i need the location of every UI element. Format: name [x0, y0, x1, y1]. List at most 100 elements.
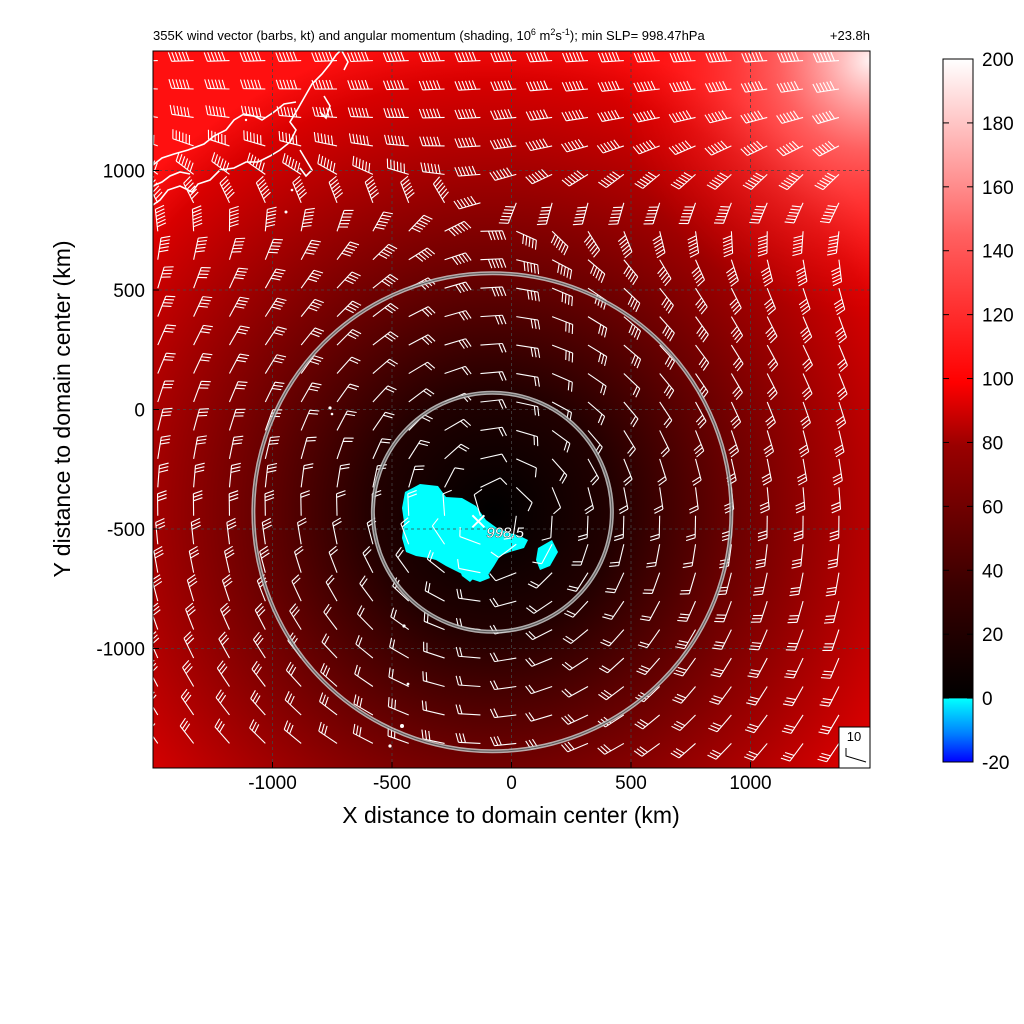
wind-barb — [670, 743, 696, 759]
wind-barb — [489, 680, 517, 691]
colorbar-tick-label: 80 — [982, 433, 1003, 454]
wind-barb — [422, 671, 445, 688]
wind-barb — [792, 231, 804, 257]
wind-barb — [760, 259, 774, 287]
colorbar-tick-label: 180 — [982, 114, 1014, 135]
wind-barb — [781, 714, 804, 734]
plot-area: 998.5 — [153, 51, 870, 768]
wind-barb — [730, 344, 744, 372]
wind-barb — [623, 344, 642, 369]
wind-barb — [489, 736, 517, 747]
wind-barb — [671, 714, 696, 732]
wind-barb — [300, 382, 322, 403]
wind-barb — [457, 558, 481, 574]
barb-reference-glyph — [845, 748, 867, 763]
wind-barb — [153, 602, 161, 630]
wind-barb — [480, 314, 507, 325]
wind-barb — [652, 231, 666, 259]
wind-barb — [300, 436, 317, 460]
wind-barb — [566, 572, 589, 592]
wind-barb — [297, 517, 307, 545]
wind-barb — [226, 517, 237, 545]
range-ring-core — [252, 272, 732, 752]
wind-barb — [677, 600, 697, 622]
y-axis-label: Y distance to domain center (km) — [49, 240, 75, 577]
wind-barb — [292, 175, 307, 204]
wind-barb — [746, 686, 768, 706]
wind-barb — [352, 155, 374, 175]
wind-barb — [254, 602, 266, 630]
wind-barb — [300, 239, 321, 260]
wind-barb — [643, 202, 661, 225]
wind-barb — [829, 515, 840, 542]
wind-barb — [444, 418, 472, 431]
wind-barb — [551, 429, 571, 453]
wind-barb — [600, 629, 625, 647]
wind-barb — [455, 646, 481, 659]
wind-barb — [608, 202, 625, 225]
wind-barb — [791, 544, 804, 569]
wind-barb — [193, 408, 209, 431]
wind-barb — [444, 338, 472, 349]
wind-barb — [780, 743, 804, 762]
wind-barb — [264, 326, 287, 346]
wind-barb — [188, 545, 200, 573]
wind-barb — [801, 373, 813, 401]
wind-barb — [311, 79, 338, 90]
wind-barb — [516, 344, 541, 358]
wind-barb — [728, 430, 740, 458]
wind-barb — [408, 465, 425, 488]
x-tick-label: 1000 — [729, 773, 771, 794]
wind-barb — [444, 365, 472, 376]
wind-barb — [623, 401, 639, 428]
y-tick-label: -500 — [107, 520, 145, 541]
wind-barb — [312, 106, 338, 119]
wind-barb — [551, 487, 562, 515]
wind-barb — [444, 252, 472, 266]
wind-barb — [561, 741, 589, 753]
wind-barb — [480, 453, 508, 463]
wind-barb — [264, 436, 280, 460]
wind-barb — [561, 714, 589, 725]
wind-barb — [157, 324, 177, 346]
wind-barb — [426, 549, 445, 574]
wind-barb — [183, 631, 195, 659]
wind-barb — [831, 487, 842, 514]
wind-barb — [750, 600, 768, 623]
wind-barb — [489, 167, 517, 181]
wind-barb — [454, 165, 481, 177]
wind-barb — [249, 719, 266, 744]
wind-barb — [633, 80, 660, 93]
wind-barb — [336, 356, 361, 374]
wind-barb — [347, 51, 373, 63]
wind-barb — [642, 572, 661, 594]
colorbar-tick-label: 20 — [982, 625, 1003, 646]
y-tick-label: 0 — [134, 401, 145, 422]
wind-barb — [480, 286, 507, 297]
wind-barb — [541, 515, 553, 541]
x-axis-label: X distance to domain center (km) — [342, 802, 679, 828]
wind-barb — [421, 729, 445, 744]
wind-barb — [489, 137, 517, 150]
wind-barb — [153, 720, 159, 744]
wind-barb — [561, 686, 589, 698]
wind-barb — [205, 105, 230, 119]
wind-barb — [444, 281, 472, 294]
wind-barb — [835, 401, 847, 429]
wind-barb — [695, 401, 707, 429]
wind-barb — [372, 411, 395, 431]
wind-barb — [516, 259, 540, 275]
wind-barb — [725, 259, 739, 287]
wind-barb — [454, 51, 481, 63]
wind-barb — [740, 80, 768, 93]
wind-barb — [787, 601, 804, 624]
wind-barb — [516, 372, 540, 387]
wind-barb — [759, 487, 770, 514]
wind-barb — [218, 631, 230, 659]
wind-barb — [432, 176, 449, 204]
wind-barb — [400, 517, 410, 545]
colorbar: -20 0 20 40 60 80 100 120 140 160 180 200 — [942, 50, 1014, 774]
wind-barb — [153, 134, 158, 147]
wind-barb — [817, 743, 840, 763]
wind-barb — [353, 694, 374, 716]
